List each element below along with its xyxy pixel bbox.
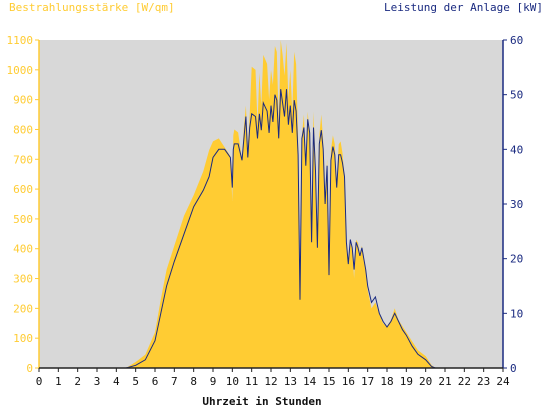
x-tick-label: 4 <box>113 375 120 388</box>
left-tick-label: 1000 <box>7 64 34 77</box>
left-tick-label: 700 <box>13 153 33 166</box>
x-tick-label: 0 <box>36 375 43 388</box>
x-tick-label: 13 <box>284 375 297 388</box>
right-tick-label: 40 <box>510 143 523 156</box>
right-axis-title: Leistung der Anlage [kW] <box>384 1 543 14</box>
left-tick-label: 300 <box>13 273 33 286</box>
left-tick-label: 1100 <box>7 34 34 47</box>
x-tick-label: 8 <box>190 375 197 388</box>
power-line <box>39 89 503 369</box>
axes <box>35 39 507 372</box>
x-tick-label: 10 <box>226 375 239 388</box>
x-tick-label: 21 <box>438 375 451 388</box>
x-tick-label: 2 <box>74 375 81 388</box>
right-tick-label: 0 <box>510 362 517 375</box>
x-tick-label: 9 <box>210 375 217 388</box>
tick-labels: 0100200300400500600700800900100011000102… <box>7 34 524 388</box>
x-tick-label: 12 <box>264 375 277 388</box>
left-tick-label: 400 <box>13 243 33 256</box>
x-axis-label: Uhrzeit in Stunden <box>202 395 321 408</box>
right-tick-label: 20 <box>510 253 523 266</box>
x-tick-label: 16 <box>342 375 355 388</box>
x-tick-label: 22 <box>458 375 471 388</box>
x-tick-label: 7 <box>171 375 178 388</box>
left-tick-label: 100 <box>13 332 33 345</box>
x-tick-label: 15 <box>322 375 335 388</box>
x-tick-label: 23 <box>477 375 490 388</box>
x-tick-label: 3 <box>94 375 101 388</box>
irradiance-area <box>39 40 503 368</box>
x-tick-label: 1 <box>55 375 62 388</box>
right-tick-label: 50 <box>510 89 523 102</box>
left-tick-label: 0 <box>26 362 33 375</box>
x-tick-label: 24 <box>496 375 510 388</box>
left-tick-label: 800 <box>13 123 33 136</box>
right-tick-label: 10 <box>510 307 523 320</box>
left-axis-title: Bestrahlungsstärke [W/qm] <box>9 1 175 14</box>
right-tick-label: 60 <box>510 34 523 47</box>
x-tick-label: 5 <box>132 375 139 388</box>
left-tick-label: 900 <box>13 94 33 107</box>
x-tick-label: 11 <box>245 375 258 388</box>
left-tick-label: 600 <box>13 183 33 196</box>
right-tick-label: 30 <box>510 198 523 211</box>
x-tick-label: 14 <box>303 375 317 388</box>
left-tick-label: 500 <box>13 213 33 226</box>
left-tick-label: 200 <box>13 302 33 315</box>
x-tick-label: 18 <box>380 375 393 388</box>
x-tick-label: 17 <box>361 375 374 388</box>
x-tick-label: 20 <box>419 375 432 388</box>
x-tick-label: 6 <box>152 375 159 388</box>
x-tick-label: 19 <box>400 375 413 388</box>
